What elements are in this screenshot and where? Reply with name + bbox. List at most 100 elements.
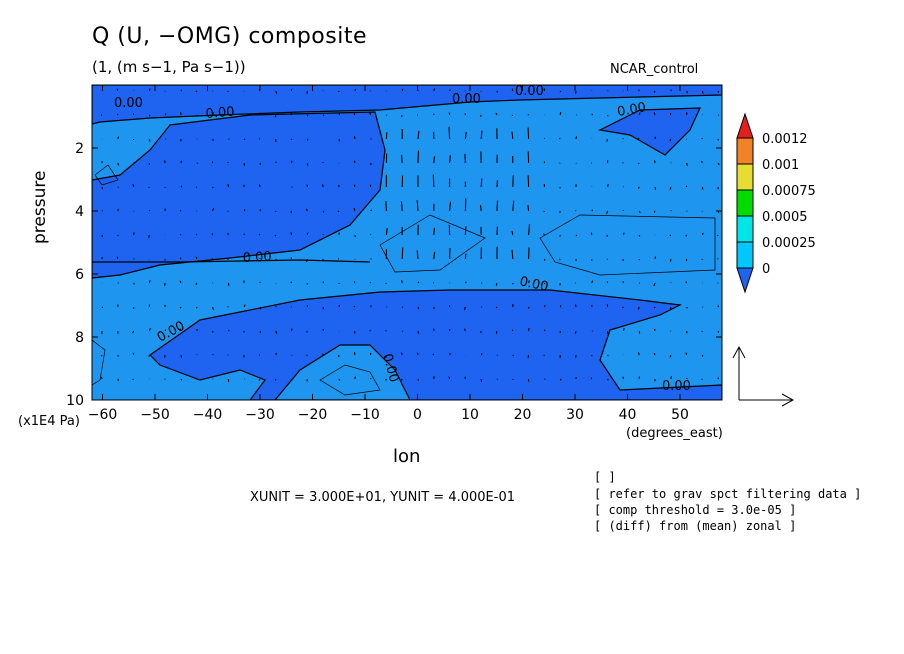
vector-arrow [306, 378, 308, 382]
vector-arrow [496, 354, 498, 356]
vector-arrow [132, 378, 134, 381]
contour-fill-light-inner [274, 344, 411, 400]
vector-arrow [606, 138, 609, 142]
vector-arrow [512, 200, 515, 212]
vector-arrow [338, 378, 341, 381]
vector-arrow [164, 160, 166, 164]
vector-arrow [512, 354, 514, 357]
vector-arrow [511, 230, 514, 236]
vector-arrow [622, 232, 625, 236]
vector-arrow [385, 227, 388, 236]
vector-arrow [511, 249, 514, 260]
vector-arrow [227, 258, 229, 261]
vector-arrow [195, 90, 198, 93]
vector-arrow [370, 209, 373, 212]
vector-arrow [133, 232, 135, 236]
contour-label: 0.00 [379, 352, 401, 384]
colorbar-segment [736, 112, 754, 139]
vector-arrow [179, 209, 182, 212]
vector-arrow [637, 306, 640, 310]
vector-arrow [227, 232, 229, 236]
vector-arrow [212, 353, 214, 356]
vector-arrow [670, 376, 672, 380]
colorbar-segment [736, 241, 754, 269]
vector-arrow [179, 233, 182, 236]
vector-arrow [701, 330, 703, 333]
colorbar-label: 0 [762, 262, 770, 277]
vector-arrow [495, 330, 498, 334]
vector-arrow [275, 305, 277, 308]
vector-arrow [527, 354, 530, 358]
vector-arrow [511, 329, 514, 332]
vector-arrow [622, 306, 624, 309]
contour-fill-dark [598, 107, 701, 156]
vector-arrow [479, 114, 482, 117]
vector-arrow [290, 257, 293, 260]
vector-arrow [306, 354, 308, 357]
vector-arrow [717, 162, 720, 166]
vector-arrow [385, 282, 387, 285]
vector-arrow [353, 207, 356, 212]
x-tick-label: −50 [140, 407, 170, 423]
chart-subtitle: (1, (m s−1, Pa s−1)) [92, 58, 246, 76]
vector-arrow [574, 330, 577, 334]
y-ticks: 2 4 6 8 10 [66, 141, 722, 409]
x-tick-label: 10 [461, 407, 479, 423]
vector-arrow [543, 329, 546, 332]
x-tick-label: 40 [619, 407, 637, 423]
vector-arrow [559, 305, 562, 308]
y-tick-label: 6 [75, 267, 84, 283]
vector-arrow [512, 175, 514, 188]
vector-arrow [117, 378, 120, 381]
vector-arrow [637, 137, 640, 140]
vector-arrow [133, 161, 135, 164]
vector-arrow [369, 329, 371, 332]
colorbar-segment [736, 137, 754, 165]
vector-arrow [321, 258, 324, 262]
vector-arrow [559, 258, 561, 261]
vector-arrow [369, 112, 372, 116]
vector-arrow [638, 330, 641, 334]
vector-arrow [463, 306, 466, 311]
contour-label: 0.00 [518, 274, 549, 295]
vector-arrow [653, 352, 656, 356]
vector-arrow [243, 257, 246, 260]
x-unit-label: (degrees_east) [626, 426, 723, 441]
vector-arrow [243, 304, 246, 308]
vector-arrow [290, 210, 293, 214]
vector-arrow [496, 200, 499, 212]
vector-arrow [243, 354, 245, 358]
vector-arrow [574, 304, 577, 308]
vector-arrow [164, 329, 167, 332]
vector-arrow [448, 126, 451, 140]
contour-line [379, 214, 486, 273]
vector-arrow [117, 208, 119, 212]
vector-arrow [527, 205, 530, 212]
vector-arrow [480, 330, 482, 334]
vector-arrow [511, 88, 514, 92]
vector-arrow [116, 88, 119, 92]
vector-arrow [354, 88, 357, 92]
vector-arrow [227, 210, 229, 213]
colorbar-segment [736, 163, 754, 191]
x-tick-label: −20 [298, 407, 328, 423]
colorbar-label: 0.0005 [762, 210, 808, 225]
vector-arrow [432, 353, 435, 356]
vector-arrow [148, 186, 150, 189]
vector-arrow [179, 280, 182, 284]
vector-arrow [101, 209, 104, 212]
vector-arrow [148, 234, 150, 239]
x-tick-label: 20 [514, 407, 532, 423]
vector-arrow [464, 253, 467, 260]
vector-arrow [385, 200, 387, 212]
contour-label: 0.00 [515, 84, 544, 99]
vector-arrow [591, 209, 594, 212]
vector-arrow [275, 330, 278, 334]
contour-fill-dark [92, 111, 386, 279]
y-tick-label: 10 [66, 393, 84, 409]
vector-arrow [354, 234, 357, 238]
vector-arrow [306, 258, 308, 262]
vector-arrow [495, 306, 498, 309]
vector-arrow [306, 330, 308, 333]
vector-arrow [528, 280, 530, 284]
